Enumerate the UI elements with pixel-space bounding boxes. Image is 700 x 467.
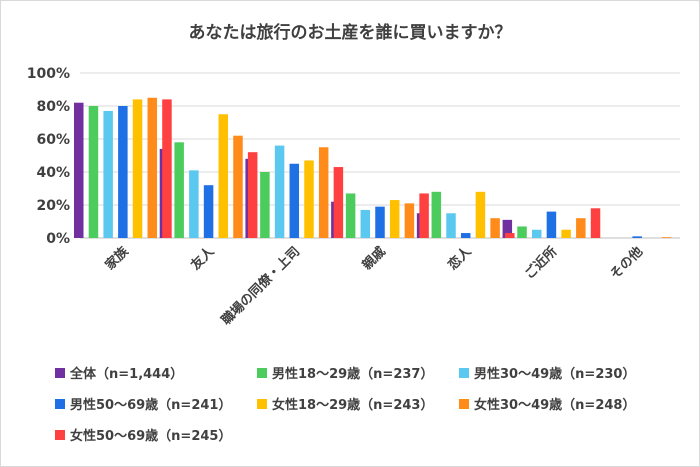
y-tick-label: 100% [27,66,70,82]
chart-title: あなたは旅行のお土産を誰に買いますか？ [189,22,512,43]
bar [118,106,128,238]
legend-swatch [55,368,65,378]
legend: 全体（n=1,444） 男性18～29歳（n=237） 男性30～49歳（n=230… [55,366,635,444]
legend-swatch [459,368,469,378]
bar [460,233,471,238]
bar [475,191,486,238]
bar [103,110,113,238]
legend-swatch [55,430,65,440]
y-tick-label: 80% [36,99,70,115]
bar [546,211,557,238]
bar [576,218,586,238]
legend-swatch [459,399,469,409]
bar [404,203,415,238]
bar [431,191,442,238]
bar [203,185,214,238]
bar [561,229,571,238]
x-tick-label: ご近所 [521,244,560,283]
bar [505,233,515,238]
legend-label: 女性18～29歳（n=243） [272,397,433,413]
bar [247,152,258,238]
bar [490,218,500,238]
x-tick-label: 家族 [102,243,132,273]
bar [502,219,513,238]
legend-swatch [55,399,65,409]
bar [333,167,344,238]
bar [590,208,601,238]
bar [661,237,672,238]
x-tick-label: 恋人 [445,243,475,273]
legend-label: 男性18～29歳（n=237） [272,366,433,382]
bar [174,142,184,238]
bar [274,145,285,238]
bar [318,147,329,238]
y-tick-label: 0% [46,231,70,247]
bar [419,193,429,238]
bar [360,209,371,238]
x-tick-label: その他 [607,244,646,283]
x-tick-label: 友人 [188,243,218,273]
bar [132,99,143,239]
legend-swatch [257,368,267,378]
y-tick-label: 40% [36,165,70,181]
legend-swatch [257,399,267,409]
bar [218,114,229,238]
bar [88,106,99,238]
bar [233,135,243,238]
bar [375,206,385,238]
bar [446,213,456,238]
legend-label: 全体（n=1,444） [69,366,183,382]
bar [162,99,172,239]
bar [260,172,270,238]
x-axis-ticks: 家族 友人 職場の同僚・上司 親戚 恋人 ご近所 その他 [102,243,646,329]
y-tick-label: 20% [36,198,70,214]
y-tick-label: 60% [36,132,70,148]
y-axis-ticks: 0% 20% 40% 60% 80% 100% [27,66,70,247]
bar [531,229,542,238]
bar [74,102,84,238]
bar [304,160,314,238]
x-tick-label: 職場の同僚・上司 [218,244,303,329]
bar [632,236,642,238]
bar [147,97,158,238]
bar [345,193,356,238]
legend-label: 女性30～49歳（n=248） [474,397,635,413]
legend-label: 男性50～69歳（n=241） [70,397,231,413]
bars [74,97,672,239]
bar [389,200,400,238]
bar [189,170,199,238]
x-tick-label: 親戚 [359,244,389,274]
bar [289,163,300,238]
bar [517,226,527,238]
legend-label: 女性50～69歳（n=245） [70,428,231,444]
legend-label: 男性30～49歳（n=230） [474,366,635,382]
